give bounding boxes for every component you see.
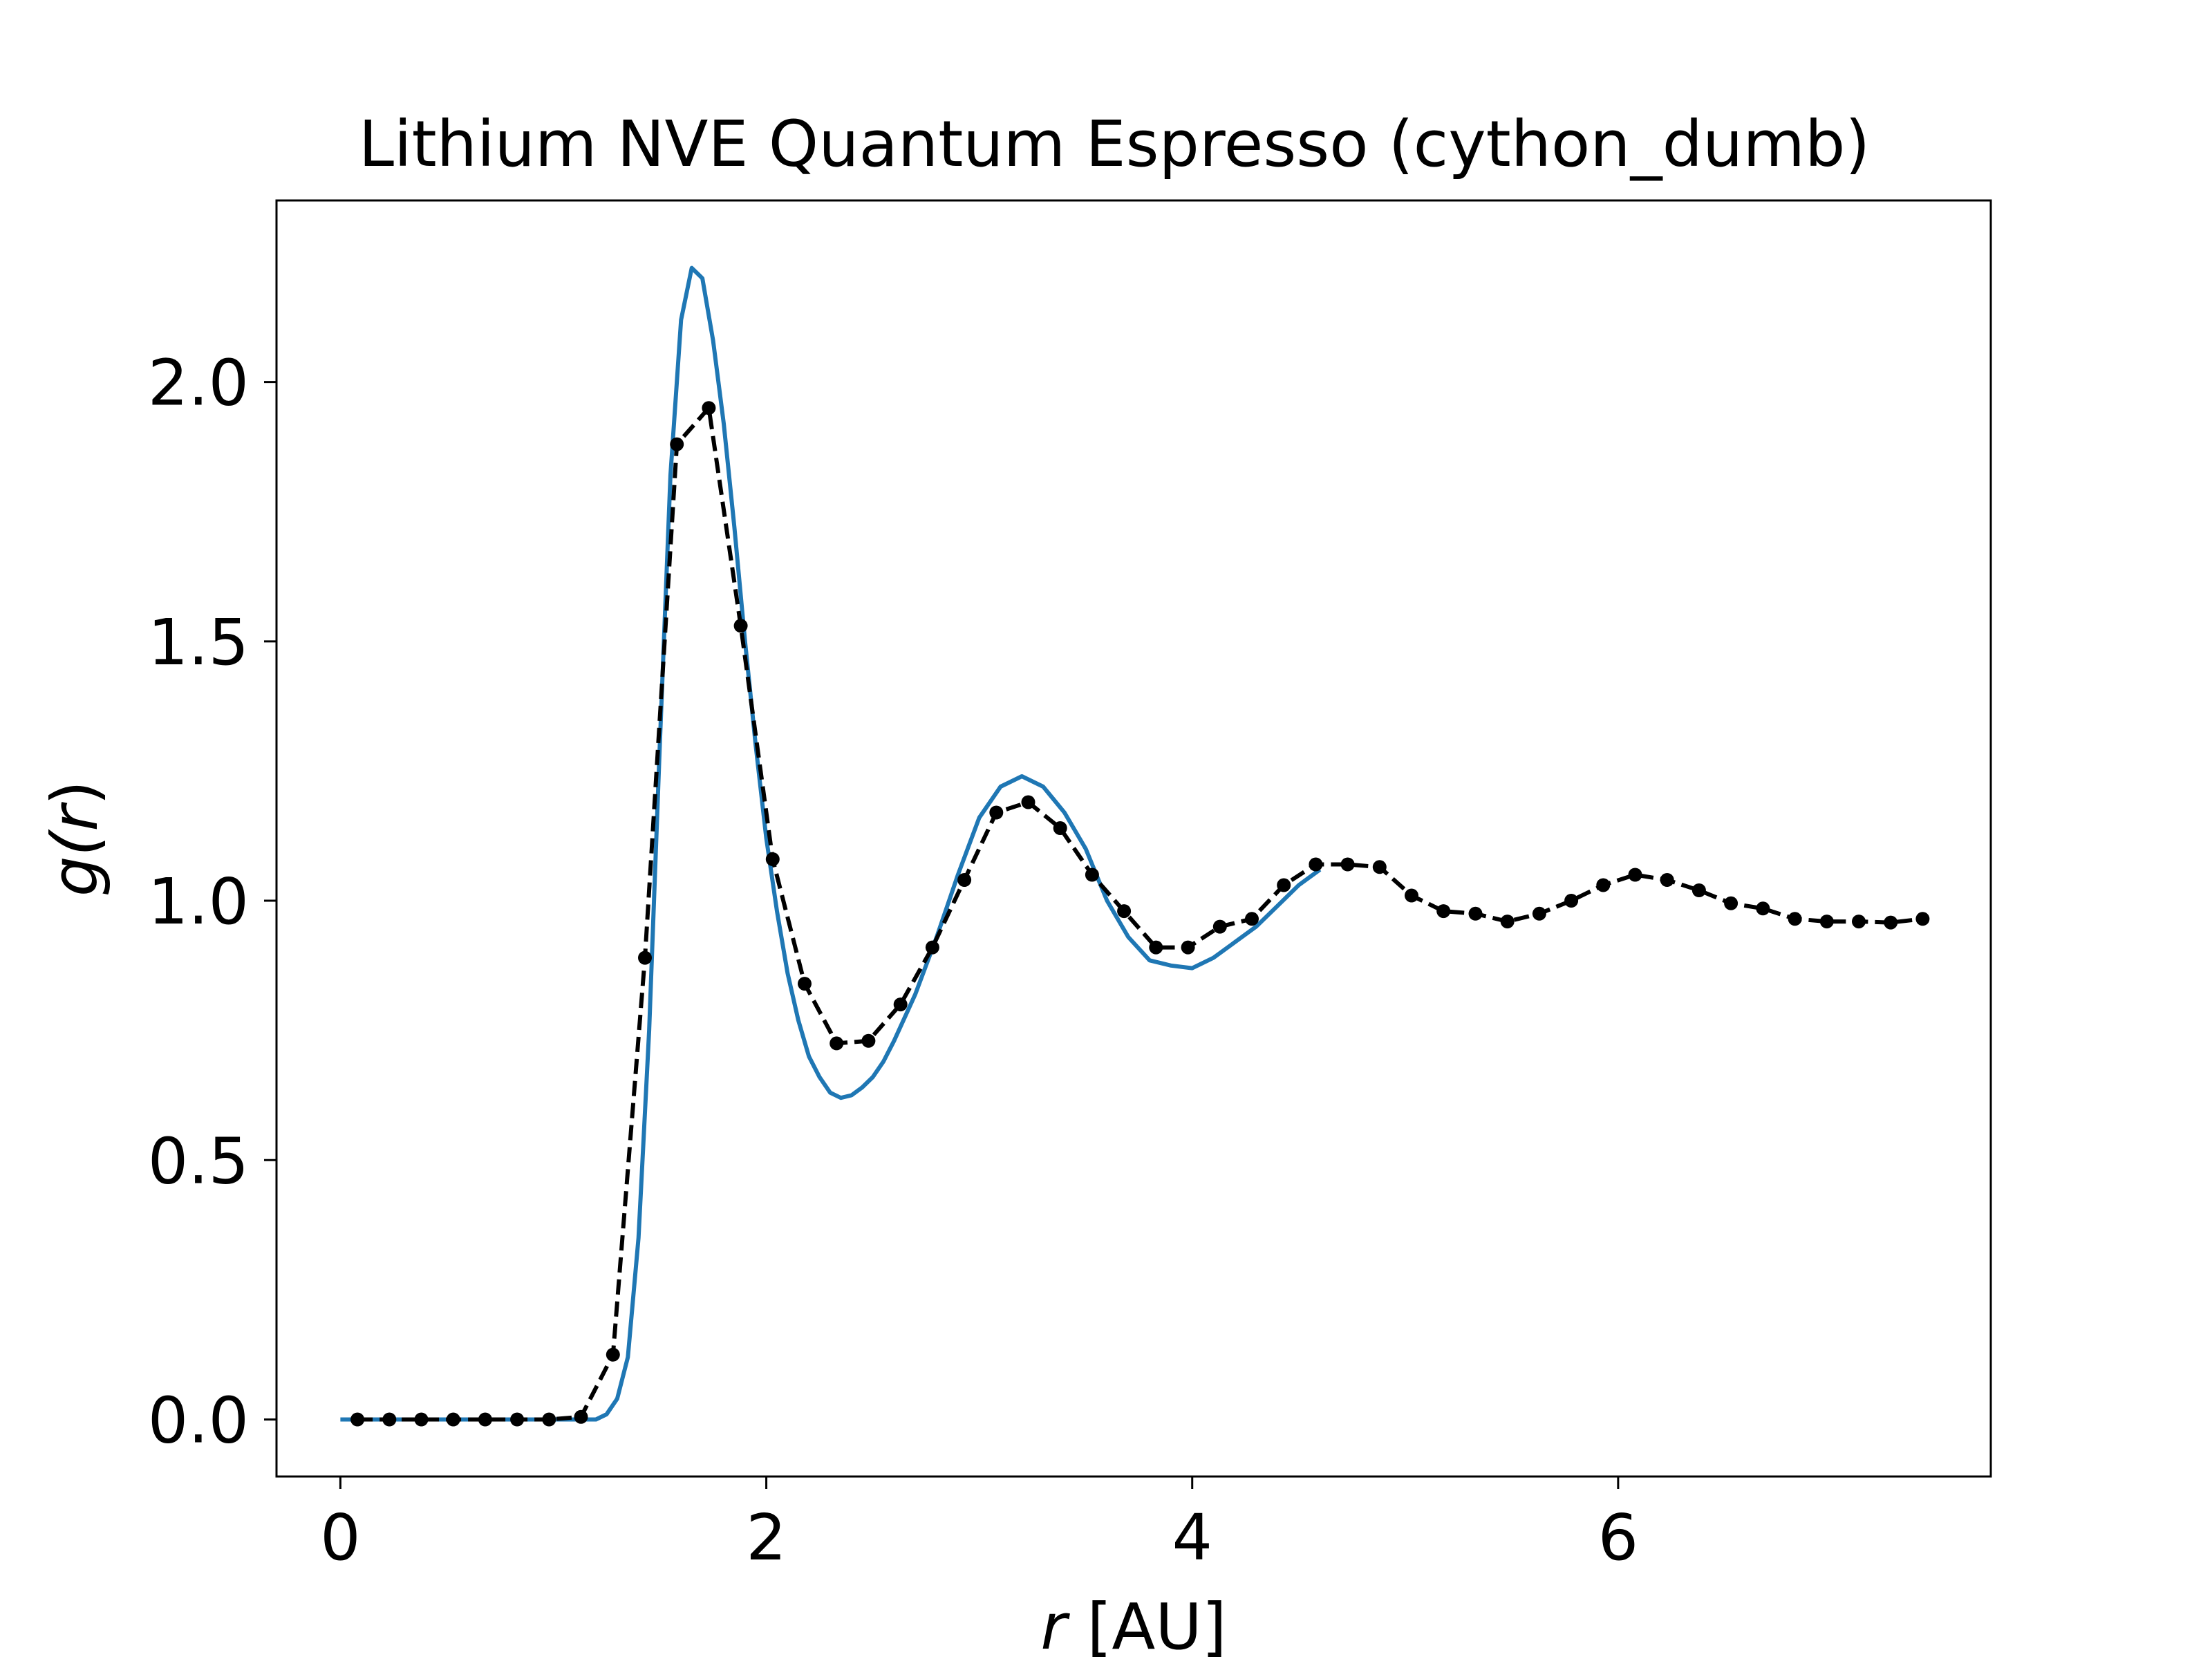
- series-1-point: [957, 873, 972, 887]
- series-1-point: [1788, 912, 1802, 926]
- series-1-point: [1085, 868, 1099, 882]
- x-tick-label: 6: [1598, 1501, 1639, 1575]
- series-1-point: [1053, 821, 1067, 835]
- series-1-point: [1532, 906, 1546, 921]
- series-1-point: [1149, 940, 1163, 955]
- series-1-point: [765, 852, 780, 866]
- y-axis-label-close: ): [38, 780, 112, 805]
- series-1-point: [606, 1347, 620, 1362]
- series-1-point: [542, 1412, 556, 1427]
- series-1-point: [1277, 878, 1291, 892]
- series-1-point: [1181, 940, 1195, 955]
- series-1-point: [478, 1412, 492, 1427]
- y-axis: 0.0 0.5 1.0 1.5 2.0: [148, 346, 276, 1457]
- series-1-point: [1756, 901, 1770, 916]
- series-1-point: [893, 997, 908, 1012]
- series-1-point: [1564, 894, 1579, 908]
- y-tick-label: 0.5: [148, 1124, 249, 1198]
- series-1-point: [1819, 915, 1834, 929]
- series-1-point: [925, 940, 939, 955]
- plot-area: [340, 265, 1930, 1427]
- series-1-point: [1500, 915, 1515, 929]
- series-1-point: [702, 401, 716, 415]
- x-axis: 0 2 4 6: [320, 1477, 1638, 1575]
- series-1-point: [861, 1033, 876, 1048]
- series-1-point: [382, 1412, 397, 1427]
- plot-frame: [275, 199, 1992, 1478]
- series-1-point: [1915, 912, 1930, 926]
- x-axis-label: r [AU]: [1040, 1590, 1226, 1659]
- x-axis-label-unit: [AU]: [1067, 1590, 1226, 1659]
- series-1-point: [1884, 915, 1898, 930]
- y-axis-label-func: g(: [38, 829, 112, 897]
- series-1-point: [638, 950, 652, 965]
- x-tick-label: 0: [320, 1501, 361, 1575]
- series-1-point: [510, 1412, 525, 1427]
- series-1-point: [1340, 857, 1355, 872]
- series-1-point: [1852, 915, 1866, 929]
- y-axis-label: g(r): [38, 780, 112, 897]
- series-1-point: [1245, 912, 1259, 926]
- series-1-point: [1596, 878, 1611, 892]
- y-tick-label: 2.0: [148, 346, 249, 420]
- series-1-point: [350, 1412, 365, 1427]
- x-tick-label: 2: [746, 1501, 787, 1575]
- series-1-point: [1468, 906, 1483, 921]
- series-1-point: [1309, 857, 1323, 872]
- series-1-point: [414, 1412, 429, 1427]
- series-1-point: [1660, 873, 1674, 887]
- series-1-point: [798, 977, 812, 991]
- series-1-point: [1436, 904, 1451, 919]
- series-1-point: [989, 805, 1004, 820]
- chart-title: Lithium NVE Quantum Espresso (cython_dum…: [359, 107, 1870, 181]
- y-tick-label: 0.0: [148, 1383, 249, 1457]
- series-1-point: [1405, 888, 1418, 903]
- x-axis-label-var: r: [1040, 1590, 1070, 1659]
- series-1-point: [1212, 919, 1227, 934]
- series-1-point: [733, 619, 748, 633]
- series-1-point: [574, 1409, 588, 1424]
- series-1-point: [446, 1412, 460, 1427]
- x-tick-label: 4: [1172, 1501, 1212, 1575]
- series-1-point: [1372, 860, 1387, 874]
- series-1-point: [1117, 904, 1132, 919]
- series-1-point: [1691, 883, 1706, 897]
- series-1-point: [1628, 868, 1642, 882]
- y-tick-label: 1.0: [148, 865, 249, 939]
- series-1-point: [1724, 896, 1738, 910]
- series-1-point: [830, 1036, 844, 1051]
- series-0-line: [340, 265, 1322, 1422]
- y-axis-label-var: r: [38, 802, 112, 832]
- series-1-point: [670, 437, 684, 451]
- y-tick-label: 1.5: [148, 606, 249, 679]
- series-1-point: [1021, 795, 1035, 809]
